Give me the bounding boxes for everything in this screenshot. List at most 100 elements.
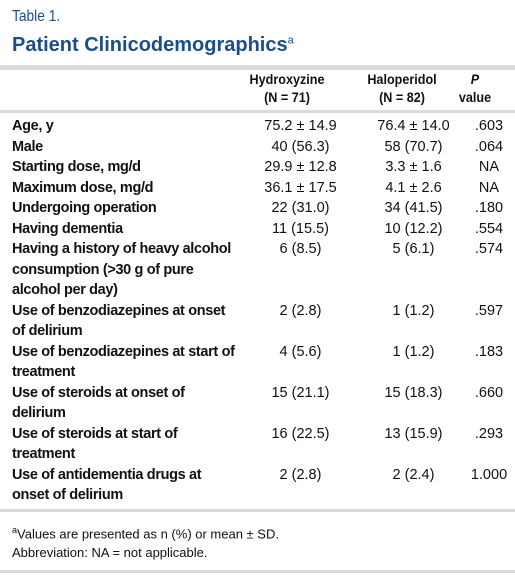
row-label-line: onset of delirium	[12, 487, 123, 503]
cell-hydroxyzine: 4 (5.6)	[279, 343, 322, 360]
table-end-rule	[0, 570, 515, 573]
cell-haloperidol: 1 (1.2)	[392, 302, 435, 319]
cell-haloperidol: 58 (70.7)	[384, 138, 443, 155]
row-label: Undergoing operation	[12, 198, 244, 219]
cell-haloperidol: 15 (18.3)	[384, 384, 443, 401]
row-label: Male	[12, 137, 244, 158]
row-label-line: treatment	[12, 364, 75, 380]
row-label: Maximum dose, mg/d	[12, 178, 244, 199]
table-row: Use of benzodiazepines at start of treatm…	[12, 342, 512, 383]
row-label: Use of antidementia drugs at onset of del…	[12, 465, 244, 506]
table-title-text: Patient Clinicodemographics	[12, 34, 288, 56]
cell-p-value: NA	[478, 179, 500, 196]
row-label: Use of steroids at start of treatment	[12, 424, 244, 465]
cell-hydroxyzine: 15 (21.1)	[271, 384, 330, 401]
row-label-line: treatment	[12, 446, 75, 462]
table-row: Starting dose, mg/d 29.9 ± 12.8 3.3 ± 1.6 N…	[12, 157, 512, 178]
cell-hydroxyzine: 2 (2.8)	[279, 302, 322, 319]
footnote-marker: a	[12, 525, 18, 535]
table-bottom-rule	[0, 509, 515, 512]
column-header-p: P	[470, 71, 480, 87]
cell-hydroxyzine: 11 (15.5)	[272, 220, 329, 237]
cell-p-value: .064	[474, 138, 504, 155]
row-label-line: alcohol per day)	[12, 282, 118, 298]
cell-haloperidol: 1 (1.2)	[392, 343, 435, 360]
cell-p-value: .293	[474, 425, 504, 442]
cell-hydroxyzine: 29.9 ± 12.8	[264, 159, 337, 175]
row-label-line: Male	[12, 138, 43, 155]
cell-hydroxyzine: 36.1 ± 17.5	[264, 179, 337, 196]
table-title: Patient Clinicodemographicsa	[12, 34, 294, 57]
column-header-p-value: P value	[453, 70, 498, 106]
header-top-rule	[0, 65, 515, 70]
row-label-line: Maximum dose, mg/d	[12, 179, 154, 196]
cell-haloperidol: 4.1 ± 2.6	[385, 179, 442, 196]
table-footnotes: aValues are presented as n (%) or mean ±…	[12, 521, 279, 562]
column-header-hydroxyzine-name: Hydroxyzine	[249, 71, 325, 87]
table-row: Use of antidementia drugs at onset of del…	[12, 465, 512, 506]
table-row: Undergoing operation 22 (31.0) 34 (41.5) .1…	[12, 198, 512, 219]
cell-haloperidol: 3.3 ± 1.6	[385, 159, 442, 175]
row-label: Use of steroids at onset of delirium	[12, 383, 244, 424]
cell-p-value: .660	[474, 384, 504, 401]
column-header-hydroxyzine-n: (N = 71)	[264, 89, 310, 105]
cell-hydroxyzine: 22 (31.0)	[271, 200, 330, 216]
cell-haloperidol: 34 (41.5)	[384, 200, 443, 216]
table-row: Use of steroids at start of treatment 16 (…	[12, 424, 512, 465]
row-label-line: Starting dose, mg/d	[12, 159, 141, 175]
table-row: Use of benzodiazepines at onset of deliri…	[12, 301, 512, 342]
table-row: Use of steroids at onset of delirium 15 (2…	[12, 383, 512, 424]
cell-p-value: .554	[474, 220, 504, 237]
cell-haloperidol: 76.4 ± 14.0	[377, 118, 450, 134]
row-label-line: consumption (>30 g of pure	[12, 261, 194, 278]
table-row: Having a history of heavy alcohol consump…	[12, 239, 512, 301]
row-label: Having a history of heavy alcohol consump…	[12, 239, 244, 301]
title-footnote-marker: a	[287, 34, 294, 47]
cell-haloperidol: 10 (12.2)	[384, 220, 443, 237]
cell-hydroxyzine: 6 (8.5)	[279, 241, 322, 257]
column-header-value: value	[458, 89, 492, 105]
row-label-line: Use of benzodiazepines at onset	[12, 302, 226, 319]
cell-haloperidol: 5 (6.1)	[392, 241, 435, 257]
table-row: Age, y 75.2 ± 14.9 76.4 ± 14.0 .603	[12, 116, 512, 137]
footnote-values-text: Values are presented as n (%) or mean ± …	[17, 526, 279, 542]
cell-hydroxyzine: 2 (2.8)	[279, 466, 322, 483]
row-label: Use of benzodiazepines at start of treatm…	[12, 342, 244, 383]
row-label: Age, y	[12, 116, 244, 137]
table-row: Male 40 (56.3) 58 (70.7) .064	[12, 137, 512, 158]
cell-p-value: NA	[478, 159, 500, 175]
column-header-haloperidol-n: (N = 82)	[379, 89, 425, 105]
footnote-abbreviation: Abbreviation: NA = not applicable.	[12, 545, 208, 561]
row-label-line: Having dementia	[12, 220, 123, 237]
header-bottom-rule	[0, 110, 515, 113]
row-label-line: delirium	[12, 405, 66, 421]
column-header-haloperidol-name: Haloperidol	[367, 71, 437, 87]
column-header-haloperidol: Haloperidol (N = 82)	[353, 70, 452, 106]
row-label-line: Having a history of heavy alcohol	[12, 241, 231, 257]
cell-hydroxyzine: 40 (56.3)	[271, 138, 330, 155]
cell-p-value: .597	[474, 302, 504, 319]
row-label: Starting dose, mg/d	[12, 157, 244, 178]
row-label: Having dementia	[12, 219, 244, 240]
cell-hydroxyzine: 16 (22.5)	[271, 425, 330, 442]
cell-p-value: .574	[474, 241, 504, 257]
table-row: Having dementia 11 (15.5) 10 (12.2) .554	[12, 219, 512, 240]
cell-p-value: .183	[474, 343, 504, 360]
table-body: Age, y 75.2 ± 14.9 76.4 ± 14.0 .603 Male 40 (…	[12, 116, 512, 506]
row-label-line: Age, y	[12, 118, 54, 134]
cell-p-value: .603	[474, 118, 504, 134]
table-row: Maximum dose, mg/d 36.1 ± 17.5 4.1 ± 2.6 NA	[12, 178, 512, 199]
footnote-values: aValues are presented as n (%) or mean ±…	[12, 521, 279, 543]
row-label-line: Use of steroids at start of	[12, 425, 178, 442]
table-label: Table 1.	[12, 8, 61, 25]
cell-p-value: 1.000	[470, 466, 508, 483]
row-label-line: of delirium	[12, 323, 83, 339]
row-label-line: Undergoing operation	[12, 200, 157, 216]
cell-hydroxyzine: 75.2 ± 14.9	[264, 118, 337, 134]
row-label-line: Use of benzodiazepines at start of	[12, 343, 235, 360]
cell-haloperidol: 2 (2.4)	[392, 466, 435, 483]
cell-p-value: .180	[474, 200, 504, 216]
cell-haloperidol: 13 (15.9)	[384, 425, 443, 442]
row-label: Use of benzodiazepines at onset of deliri…	[12, 301, 244, 342]
row-label-line: Use of antidementia drugs at	[12, 466, 202, 483]
